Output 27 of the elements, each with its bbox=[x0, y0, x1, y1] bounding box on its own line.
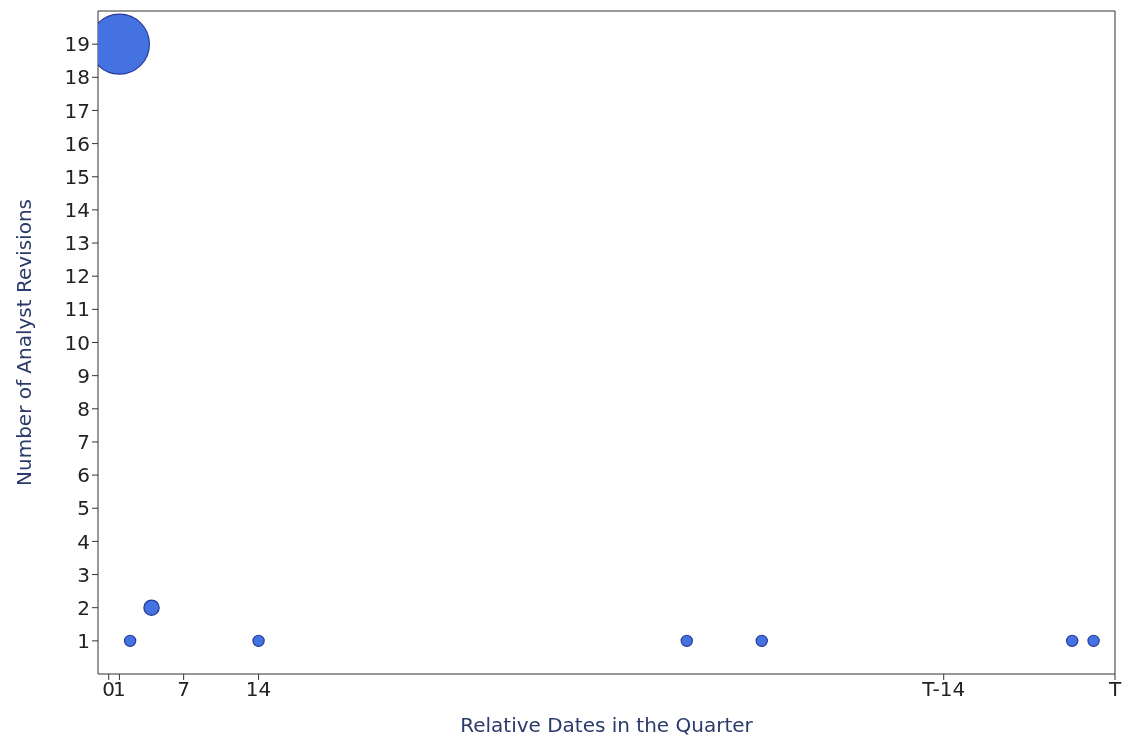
y-tick-label: 5 bbox=[77, 496, 90, 521]
y-tick-label: 3 bbox=[77, 562, 90, 587]
x-tick-label: 0 bbox=[102, 677, 116, 702]
y-tick-label: 18 bbox=[64, 65, 90, 90]
y-tick-label: 14 bbox=[64, 198, 90, 222]
y-tick-label: 2 bbox=[77, 595, 90, 620]
y-tick-label: 7 bbox=[77, 430, 90, 455]
y-tick-label: 13 bbox=[64, 231, 90, 256]
y-tick-label: 6 bbox=[77, 463, 90, 488]
y-tick-label: 8 bbox=[77, 396, 90, 421]
y-tick-label: 17 bbox=[64, 98, 90, 123]
x-tick-label: T bbox=[1107, 677, 1122, 702]
x-axis-title: Relative Dates in the Quarter bbox=[460, 713, 754, 737]
x-tick-label: 1 bbox=[113, 677, 126, 702]
y-tick-label: 10 bbox=[64, 330, 90, 355]
y-tick-label: 4 bbox=[77, 529, 90, 554]
y-axis-title: Number of Analyst Revisions bbox=[12, 199, 37, 486]
x-tick-label: T-14 bbox=[921, 677, 966, 702]
y-tick-label: 16 bbox=[64, 131, 90, 156]
y-tick-label: 11 bbox=[64, 297, 90, 322]
y-tick-label: 1 bbox=[77, 628, 90, 653]
x-tick-label: 14 bbox=[245, 677, 272, 702]
y-tick-label: 15 bbox=[64, 164, 90, 189]
y-tick-label: 19 bbox=[64, 32, 90, 57]
y-tick-label: 9 bbox=[77, 363, 90, 388]
x-tick-label: 7 bbox=[177, 677, 191, 702]
y-tick-label: 12 bbox=[64, 264, 90, 289]
